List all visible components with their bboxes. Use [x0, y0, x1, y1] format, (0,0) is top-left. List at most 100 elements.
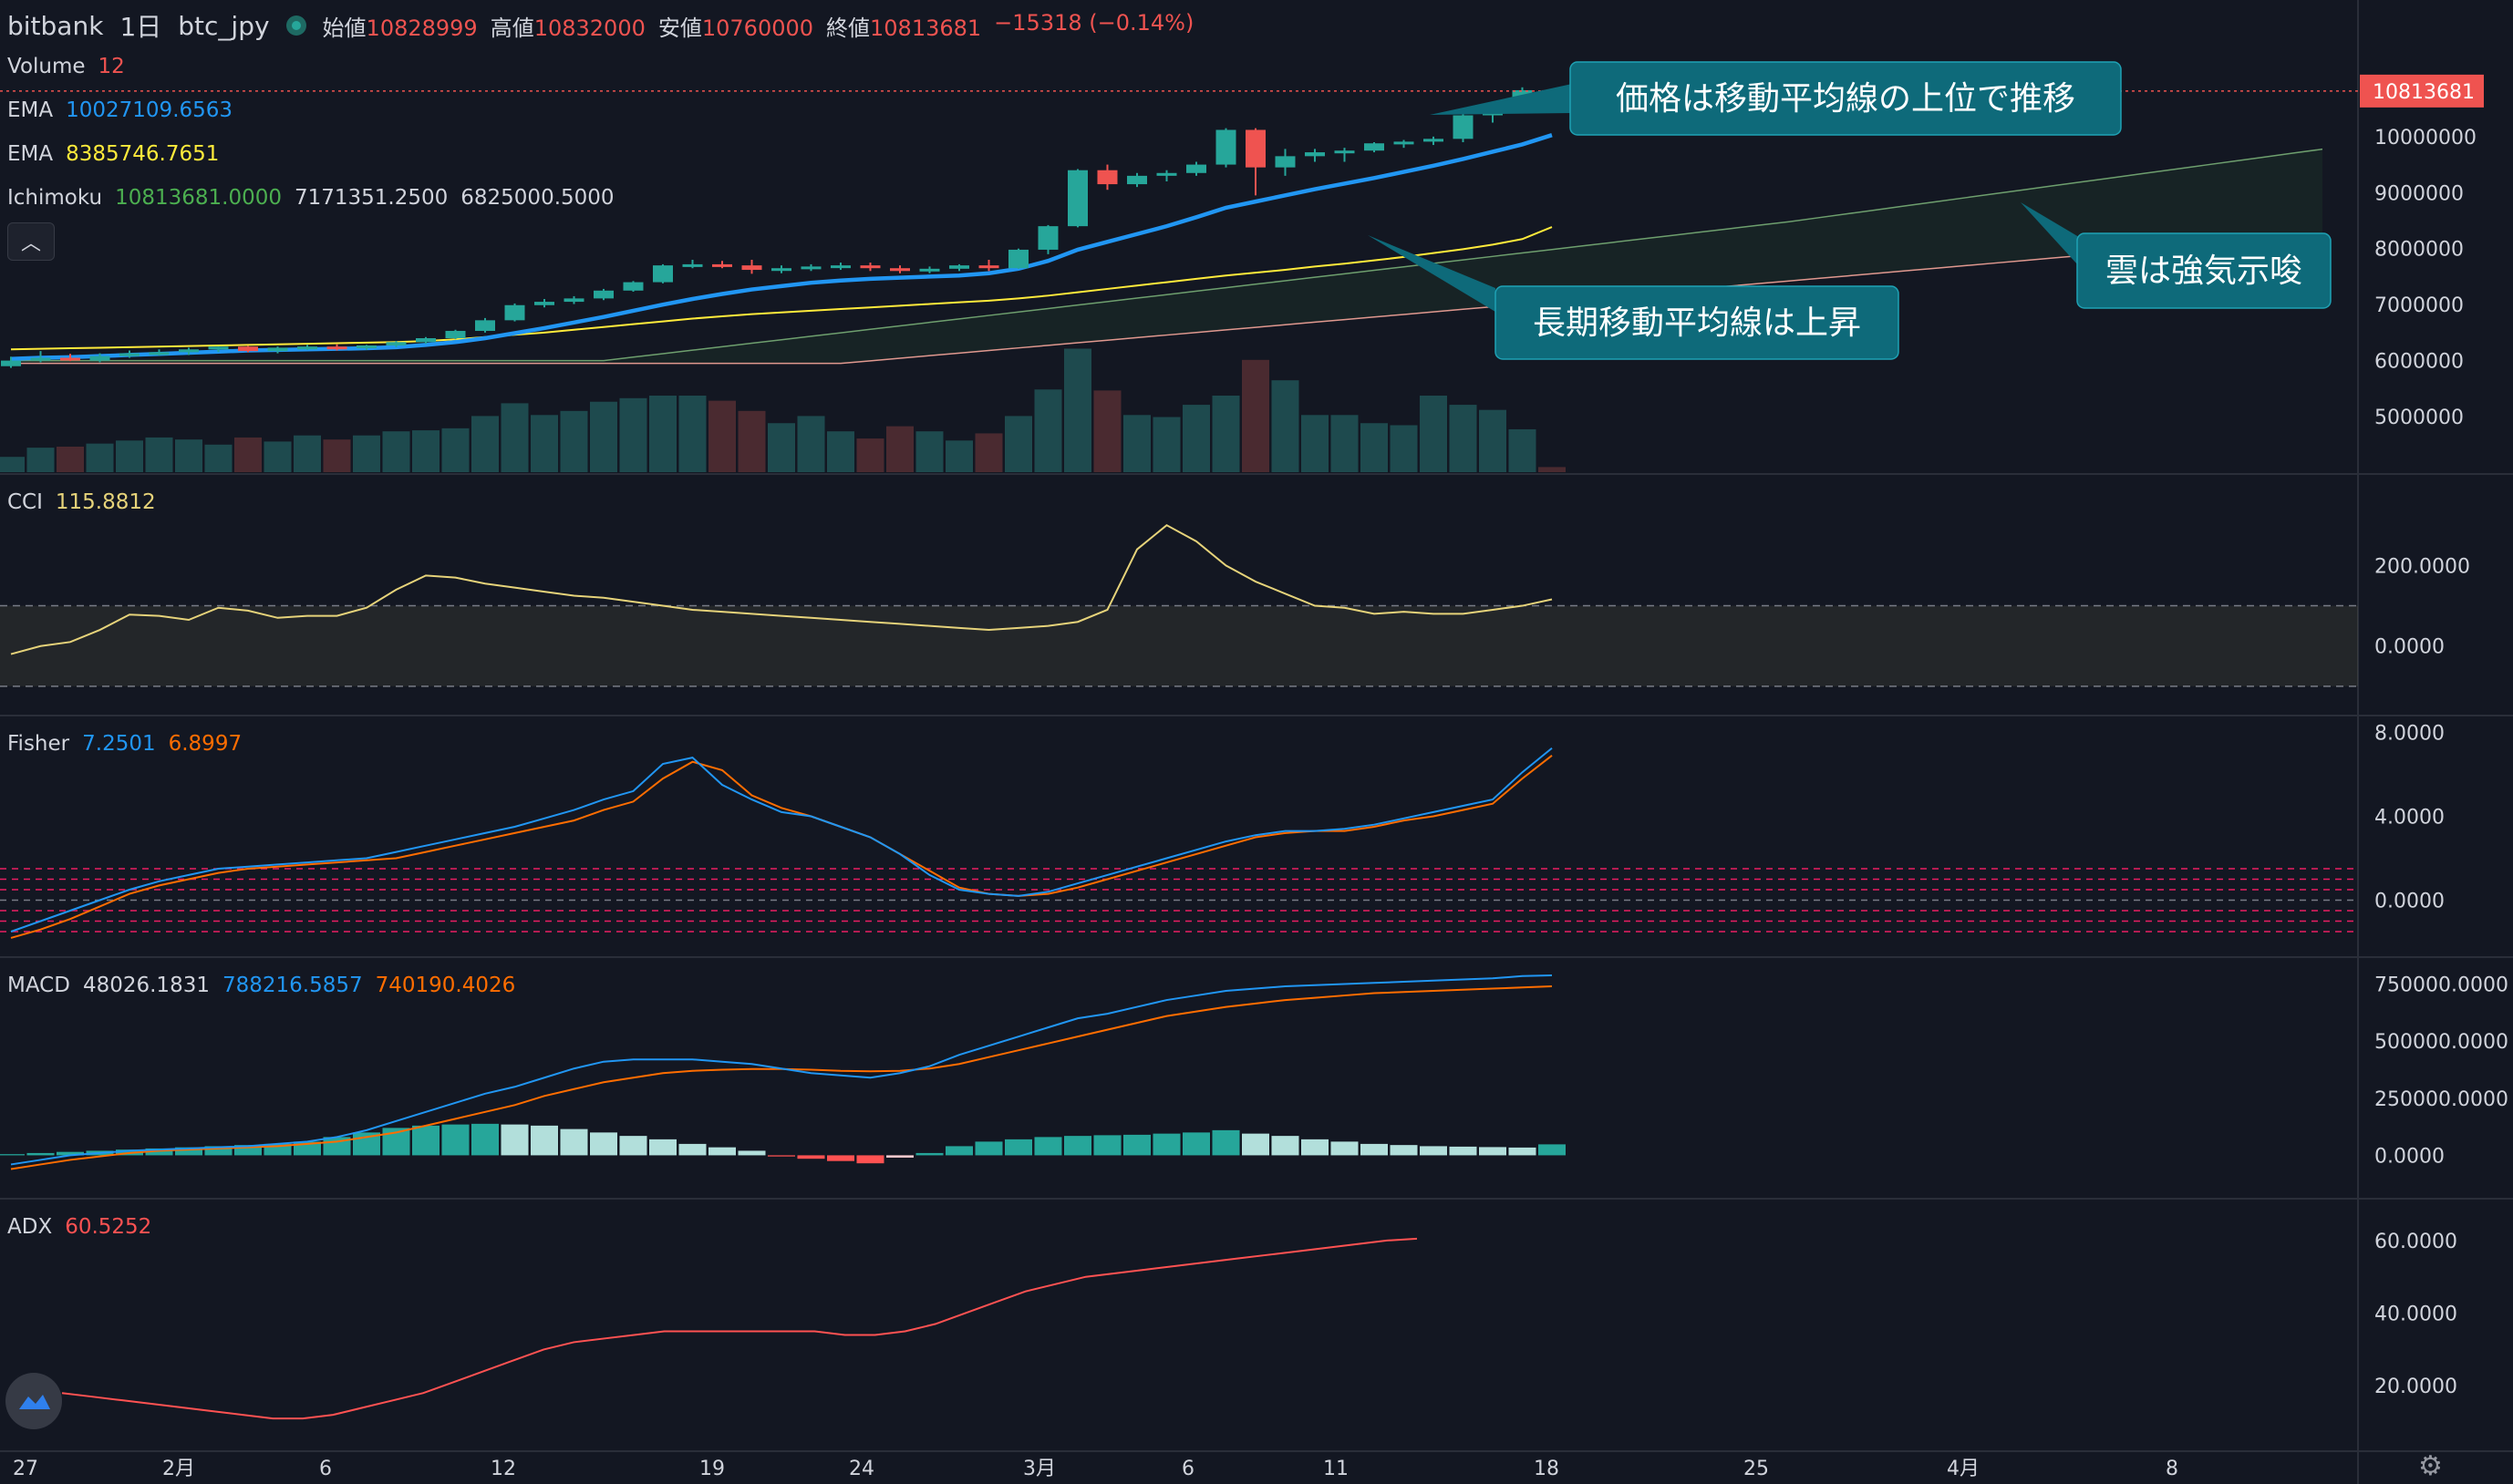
- fisher-tick-label: 8.0000: [2374, 723, 2445, 746]
- volume-bar: [1005, 416, 1032, 472]
- volume-bar: [294, 435, 321, 472]
- cci-label: CCI: [7, 490, 43, 514]
- macd-histogram-bar: [797, 1155, 825, 1159]
- candle-body: [919, 268, 940, 272]
- price-tick-label: 8000000: [2374, 239, 2464, 262]
- ema2-value: 8385746.7651: [66, 142, 220, 166]
- macd-tick-label: 750000.0000: [2374, 974, 2508, 997]
- macd-tick-label: 500000.0000: [2374, 1031, 2508, 1054]
- interval[interactable]: 1日: [119, 12, 162, 42]
- macd-line: [10, 974, 1553, 1166]
- macd-histogram-bar: [827, 1155, 854, 1161]
- candle-body: [1, 360, 21, 366]
- fisher-line: [10, 747, 1553, 933]
- volume-bar: [26, 448, 55, 472]
- macd-histogram-bar: [175, 1147, 202, 1156]
- volume-bar: [116, 440, 143, 472]
- macd-histogram-bar: [1390, 1145, 1418, 1156]
- tradingview-logo[interactable]: [5, 1373, 62, 1429]
- volume-bar: [1212, 396, 1240, 472]
- candle-body: [1305, 152, 1325, 157]
- macd-histogram-bar: [26, 1152, 55, 1156]
- candle-body: [1423, 139, 1443, 142]
- volume-bar: [204, 444, 233, 472]
- macd-histogram-bar: [619, 1136, 647, 1156]
- fisher-legend[interactable]: Fisher 7.2501 6.8997: [7, 732, 242, 756]
- volume-bar: [531, 415, 558, 472]
- volume-bar: [797, 416, 825, 472]
- annotation-long-ma-rising-box: [1494, 285, 1899, 360]
- volume-bar: [234, 437, 262, 472]
- macd-histogram-bar: [204, 1146, 233, 1156]
- candle-body: [1038, 226, 1059, 250]
- ema1-legend[interactable]: EMA 10027109.6563: [7, 98, 233, 122]
- annotation-price-above-ma-box: [1569, 61, 2122, 136]
- macd-histogram-bar: [1508, 1147, 1536, 1156]
- volume-legend[interactable]: Volume 12: [7, 55, 125, 78]
- candle-body: [890, 268, 910, 272]
- macd-histogram-bar: [915, 1152, 944, 1156]
- x-tick-label: 3月: [1023, 1458, 1056, 1480]
- candle-body: [208, 346, 229, 350]
- annotation-cloud-bullish-text: 雲は強気示唆: [2105, 252, 2302, 290]
- ohlc-values: 始値10828999 高値10832000 安値10760000 終値10813…: [323, 10, 1194, 42]
- volume-bar: [1301, 415, 1329, 472]
- candle-body: [771, 268, 791, 272]
- candle-body: [564, 298, 584, 303]
- macd-histogram-bar: [1360, 1143, 1388, 1156]
- candle-body: [534, 302, 554, 305]
- cci-band: [0, 605, 2358, 686]
- volume-bar: [1242, 359, 1269, 472]
- volume-bar: [678, 396, 707, 472]
- macd-histogram-bar: [1242, 1133, 1269, 1156]
- adx-tick-label: 60.0000: [2374, 1231, 2457, 1253]
- macd-histogram-bar: [471, 1123, 499, 1156]
- macd-histogram-bar: [234, 1145, 262, 1156]
- candle-body: [475, 320, 495, 332]
- symbol[interactable]: btc_jpy: [178, 10, 270, 41]
- x-tick-label: 18: [1534, 1458, 1559, 1480]
- macd-legend[interactable]: MACD 48026.1831 788216.5857 740190.4026: [7, 974, 515, 997]
- candle-body: [386, 342, 407, 345]
- annotation-cloud-bullish-box: [2076, 232, 2332, 309]
- volume-bar: [1479, 409, 1506, 472]
- settings-gear-icon[interactable]: ⚙: [2418, 1450, 2443, 1482]
- volume-bar: [1360, 423, 1388, 472]
- ichimoku-legend[interactable]: Ichimoku 10813681.0000 7171351.2500 6825…: [7, 186, 615, 210]
- ichimoku-span-a: [11, 148, 2323, 362]
- candle-body: [1393, 141, 1414, 145]
- cci-legend[interactable]: CCI 115.8812: [7, 490, 156, 514]
- price-tick-label: 7000000: [2374, 294, 2464, 317]
- candle-body: [1068, 170, 1088, 227]
- x-tick-label: 2月: [162, 1458, 195, 1480]
- macd-histogram-bar: [560, 1128, 588, 1156]
- ema1-label: EMA: [7, 98, 54, 122]
- ema2-legend[interactable]: EMA 8385746.7651: [7, 142, 219, 166]
- annotation-cloud-pointer: [2021, 202, 2079, 266]
- macd-histogram-bar: [1449, 1146, 1477, 1156]
- volume-bar: [0, 457, 25, 472]
- macd-histogram-bar: [649, 1139, 677, 1156]
- volume-bar: [975, 433, 1003, 472]
- annotation-long-ma-rising-text: 長期移動平均線は上昇: [1533, 304, 1861, 342]
- adx-legend[interactable]: ADX 60.5252: [7, 1215, 151, 1239]
- cloud-logo-icon: [19, 1395, 50, 1409]
- candle-body: [801, 266, 822, 270]
- collapse-legend-button[interactable]: ︿: [7, 222, 55, 261]
- candle-body: [297, 346, 317, 350]
- cci-tick-label: 0.0000: [2374, 636, 2445, 659]
- candle-body: [179, 349, 199, 353]
- adx-tick-label: 20.0000: [2374, 1376, 2457, 1398]
- volume-bar: [649, 396, 677, 472]
- macd-histogram-bar: [412, 1125, 440, 1156]
- exchange-name[interactable]: bitbank: [7, 10, 104, 41]
- macd-histogram-bar: [708, 1147, 736, 1156]
- macd-histogram-bar: [1538, 1144, 1566, 1156]
- x-tick-label: 11: [1323, 1458, 1349, 1480]
- ichimoku-v2: 7171351.2500: [294, 186, 449, 210]
- macd-histogram-bar: [1212, 1129, 1240, 1156]
- macd-histogram-bar: [1064, 1136, 1091, 1156]
- volume-bar: [708, 400, 736, 472]
- candle-body: [357, 345, 377, 348]
